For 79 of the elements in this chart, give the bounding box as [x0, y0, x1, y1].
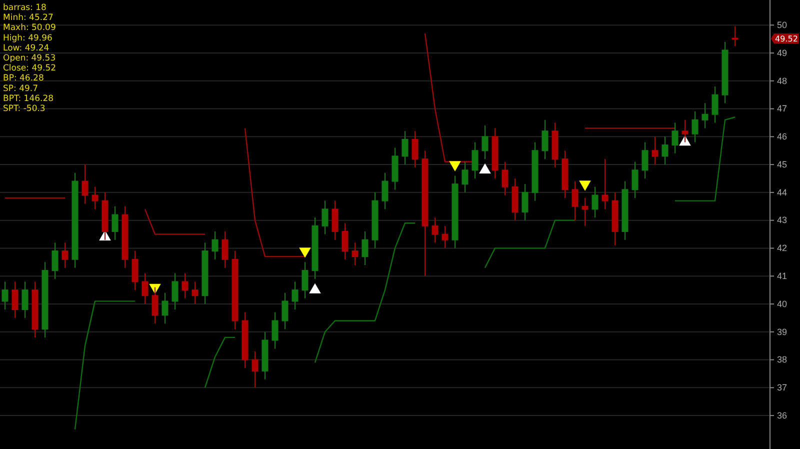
candlestick [462, 161, 468, 193]
candlestick [152, 286, 158, 324]
candlestick [582, 198, 588, 226]
candlestick [542, 119, 548, 160]
y-tick-label: 40 [777, 298, 788, 309]
candlestick [712, 86, 718, 124]
candlestick [212, 230, 218, 260]
annotation: SP: 49.7 [3, 84, 38, 94]
candlestick [432, 217, 438, 244]
y-tick-label: 42 [777, 243, 788, 254]
candlestick [2, 281, 8, 310]
candlestick [82, 164, 88, 204]
candlestick [522, 184, 528, 221]
y-tick-label: 47 [777, 104, 788, 114]
candlestick [702, 102, 708, 129]
annotation: High: 49.96 [3, 33, 52, 44]
annotation: Minh: 45.27 [3, 13, 54, 24]
candlestick [252, 350, 258, 388]
y-tick-label: 41 [777, 270, 788, 281]
candlestick [402, 130, 408, 166]
candlestick [112, 206, 118, 240]
candlestick [352, 242, 358, 266]
candlestick [662, 136, 668, 166]
candlestick [602, 158, 608, 210]
candlestick [222, 230, 228, 268]
candlestick [672, 122, 678, 154]
annotation: BP: 46.28 [3, 74, 44, 84]
candlestick [132, 250, 138, 291]
candlestick [682, 119, 688, 143]
candlestick [732, 26, 738, 47]
y-tick-label: 45 [777, 159, 788, 170]
candlestick [692, 111, 698, 143]
y-tick-label: 43 [777, 215, 788, 226]
candlestick [52, 242, 58, 280]
candlestick [192, 281, 198, 304]
annotation: BPT: 146.28 [3, 94, 54, 104]
candlestick [162, 292, 168, 324]
y-tick-label: 49 [777, 48, 788, 58]
annotation: Close: 49.52 [3, 64, 56, 74]
text: 49.52 [775, 34, 798, 44]
candlestick [412, 130, 418, 168]
candlestick [172, 272, 178, 310]
y-tick-label: 44 [777, 187, 788, 198]
candlestick [472, 142, 478, 179]
annotation: barras: 18 [3, 3, 46, 13]
candlestick [322, 200, 328, 235]
candlestick [62, 242, 68, 268]
candlestick [282, 292, 288, 330]
candlestick [442, 225, 448, 249]
candlestick [592, 186, 598, 218]
candlestick [22, 281, 28, 318]
candlestick [332, 200, 338, 240]
candlestick [302, 262, 308, 299]
candlestick [362, 230, 368, 266]
candlestick [632, 161, 638, 199]
y-tick-label: 36 [777, 410, 788, 420]
candlestick [12, 281, 18, 318]
candlestick [502, 161, 508, 196]
candlestick [142, 272, 148, 304]
candlestick [92, 186, 98, 210]
y-tick-label: 46 [777, 132, 788, 142]
y-tick-label: 48 [777, 76, 788, 86]
annotation: Maxh: 50.09 [3, 23, 56, 34]
candlestick [482, 124, 488, 160]
candlestick [182, 272, 188, 299]
candlestick [292, 281, 298, 310]
y-tick-label: 37 [777, 382, 788, 393]
annotation: SPT: -50.3 [3, 104, 46, 114]
y-tick-label: 50 [777, 20, 788, 30]
candlestick [642, 142, 648, 179]
annotation: Low: 49.24 [3, 43, 50, 54]
candlestick [652, 136, 658, 166]
candlestick [342, 222, 348, 260]
y-tick-label: 38 [777, 354, 788, 365]
candlestick [382, 172, 388, 210]
annotation: Open: 49.53 [3, 54, 56, 64]
y-tick-label: 39 [777, 326, 788, 337]
candlestick [272, 312, 278, 350]
candlestick [572, 180, 578, 221]
